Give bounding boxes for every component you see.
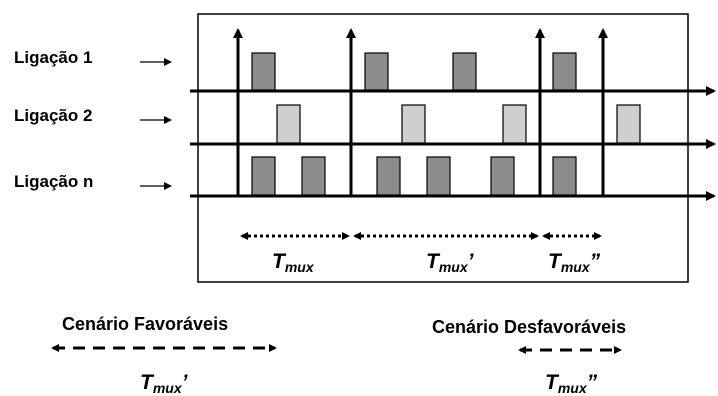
interval-label-tmux-double-prime: Tmux” [548,250,601,275]
scenario-unfavorable: Cenário Desfavoráveis Tmux” [432,317,626,396]
packet-link-2 [276,104,301,144]
link-label-1-text: Ligação 1 [14,48,92,67]
packet-link-n [552,156,577,196]
interval-label-tmux-prime: Tmux’ [426,250,475,275]
scenario-favorable: Cenário Favoráveis Tmux’ [51,314,277,396]
packet-link-2 [401,104,426,144]
link-label-n: Ligação n [14,172,172,191]
packet-link-1 [364,52,389,91]
packet-link-1 [452,52,477,91]
scenario-unfavorable-label: Tmux” [545,371,598,396]
packet-link-2 [616,104,641,144]
scenario-favorable-title: Cenário Favoráveis [62,314,228,334]
link-label-n-text: Ligação n [14,172,93,191]
packet-link-n [376,156,401,196]
packet-link-1 [552,52,577,91]
diagram-frame [197,13,689,283]
link-label-1: Ligação 1 [14,48,172,67]
packet-link-n [251,156,276,196]
packet-link-n [426,156,451,196]
packet-link-n [490,156,515,196]
packet-link-1 [251,52,276,91]
link-label-2-text: Ligação 2 [14,106,92,125]
scenario-favorable-label: Tmux’ [140,371,189,396]
packet-link-n [301,156,326,196]
link-label-2: Ligação 2 [14,106,172,125]
scenario-unfavorable-title: Cenário Desfavoráveis [432,317,626,337]
interval-label-tmux: Tmux [272,250,315,275]
packet-link-2 [502,104,527,144]
